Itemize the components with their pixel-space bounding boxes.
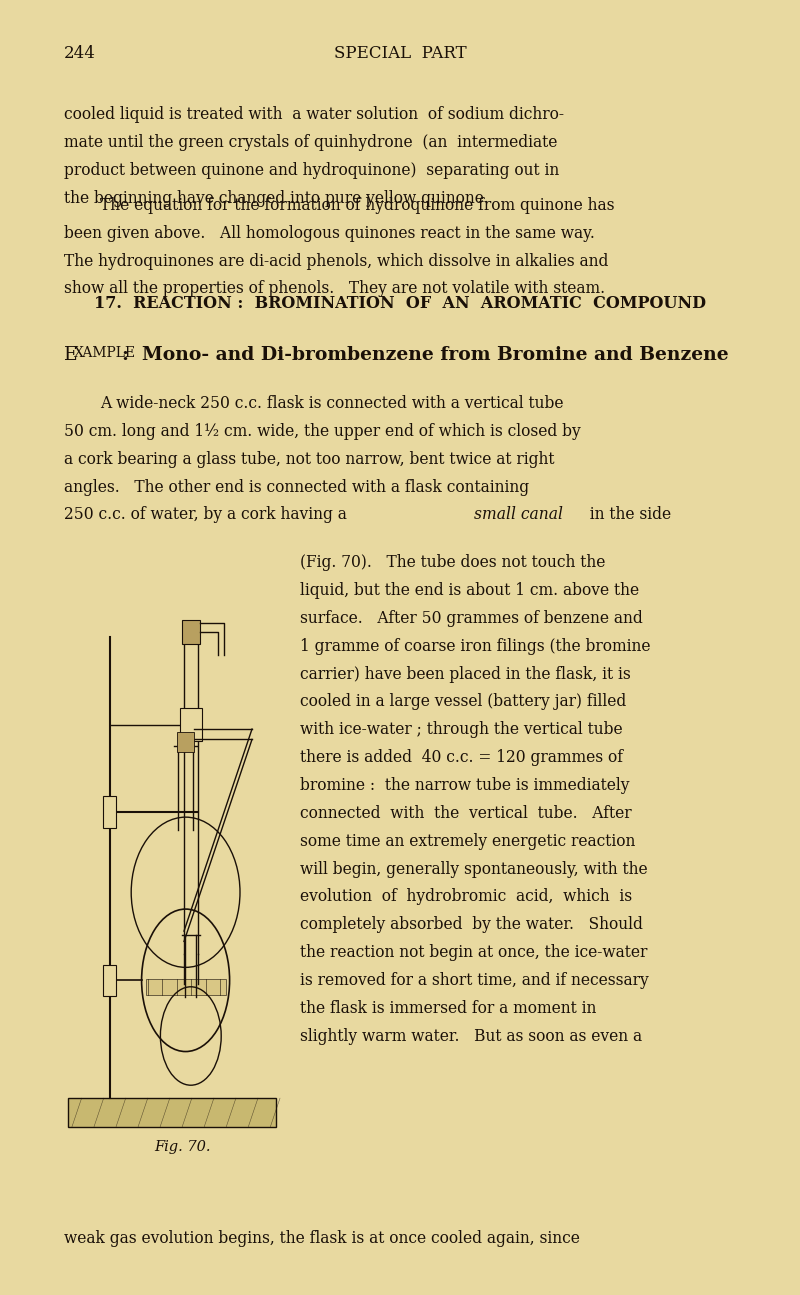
- Text: will begin, generally spontaneously, with the: will begin, generally spontaneously, wit…: [300, 861, 648, 878]
- Bar: [180, 708, 202, 741]
- Text: cooled in a large vessel (battery jar) filled: cooled in a large vessel (battery jar) f…: [300, 694, 626, 711]
- Text: weak gas evolution begins, the flask is at once cooled again, since: weak gas evolution begins, the flask is …: [64, 1230, 580, 1247]
- Text: cooled liquid is treated with  a water solution  of sodium dichro-: cooled liquid is treated with a water so…: [64, 106, 564, 123]
- Text: been given above.   All homologous quinones react in the same way.: been given above. All homologous quinone…: [64, 224, 595, 242]
- Text: connected  with  the  vertical  tube.   After: connected with the vertical tube. After: [300, 805, 632, 822]
- Text: show all the properties of phenols.   They are not volatile with steam.: show all the properties of phenols. They…: [64, 280, 605, 298]
- Text: surface.   After 50 grammes of benzene and: surface. After 50 grammes of benzene and: [300, 610, 642, 627]
- Text: 50 cm. long and 1½ cm. wide, the upper end of which is closed by: 50 cm. long and 1½ cm. wide, the upper e…: [64, 422, 581, 440]
- Text: evolution  of  hydrobromic  acid,  which  is: evolution of hydrobromic acid, which is: [300, 888, 632, 905]
- Text: (Fig. 70).   The tube does not touch the: (Fig. 70). The tube does not touch the: [300, 554, 606, 571]
- Text: 250 c.c. of water, by a cork having a: 250 c.c. of water, by a cork having a: [64, 506, 362, 523]
- Text: some time an extremely energetic reaction: some time an extremely energetic reactio…: [300, 833, 635, 850]
- Text: in the side: in the side: [580, 506, 671, 523]
- Text: SPECIAL  PART: SPECIAL PART: [334, 45, 466, 62]
- Bar: [182, 620, 200, 644]
- Text: with ice-water ; through the vertical tube: with ice-water ; through the vertical tu…: [300, 721, 622, 738]
- Text: there is added  40 c.c. = 120 grammes of: there is added 40 c.c. = 120 grammes of: [300, 749, 623, 767]
- Text: angles.   The other end is connected with a flask containing: angles. The other end is connected with …: [64, 478, 529, 496]
- Text: product between quinone and hydroquinone)  separating out in: product between quinone and hydroquinone…: [64, 162, 559, 179]
- Bar: [68, 1098, 276, 1127]
- Text: 17.  REACTION :  BROMINATION  OF  AN  AROMATIC  COMPOUND: 17. REACTION : BROMINATION OF AN AROMATI…: [94, 295, 706, 312]
- Bar: [177, 732, 194, 752]
- Text: the flask is immersed for a moment in: the flask is immersed for a moment in: [300, 1000, 596, 1017]
- Text: The equation for the formation of hydroquinone from quinone has: The equation for the formation of hydroq…: [100, 197, 614, 214]
- Text: slightly warm water.   But as soon as even a: slightly warm water. But as soon as even…: [300, 1028, 642, 1045]
- Text: bromine :  the narrow tube is immediately: bromine : the narrow tube is immediately: [300, 777, 630, 794]
- Text: the beginning have changed into pure yellow quinone.: the beginning have changed into pure yel…: [64, 189, 489, 207]
- Text: A wide-neck 250 c.c. flask is connected with a vertical tube: A wide-neck 250 c.c. flask is connected …: [100, 395, 563, 412]
- Text: a cork bearing a glass tube, not too narrow, bent twice at right: a cork bearing a glass tube, not too nar…: [64, 451, 554, 467]
- Text: mate until the green crystals of quinhydrone  (an  intermediate: mate until the green crystals of quinhyd…: [64, 133, 558, 152]
- Text: :  Mono- and Di-brombenzene from Bromine and Benzene: : Mono- and Di-brombenzene from Bromine …: [122, 346, 728, 364]
- Text: E: E: [64, 346, 78, 364]
- Text: XAMPLE: XAMPLE: [74, 346, 137, 360]
- Text: Fig. 70.: Fig. 70.: [154, 1140, 210, 1154]
- Text: liquid, but the end is about 1 cm. above the: liquid, but the end is about 1 cm. above…: [300, 583, 639, 600]
- Text: The hydroquinones are di-acid phenols, which dissolve in alkalies and: The hydroquinones are di-acid phenols, w…: [64, 253, 608, 269]
- Bar: [103, 796, 116, 828]
- Text: 1 gramme of coarse iron filings (the bromine: 1 gramme of coarse iron filings (the bro…: [300, 637, 650, 655]
- Text: carrier) have been placed in the flask, it is: carrier) have been placed in the flask, …: [300, 666, 630, 682]
- Text: the reaction not begin at once, the ice-water: the reaction not begin at once, the ice-…: [300, 944, 647, 961]
- Text: is removed for a short time, and if necessary: is removed for a short time, and if nece…: [300, 973, 649, 989]
- Text: small canal: small canal: [474, 506, 563, 523]
- Bar: [103, 965, 116, 996]
- Text: completely absorbed  by the water.   Should: completely absorbed by the water. Should: [300, 917, 643, 934]
- Text: 244: 244: [64, 45, 96, 62]
- Bar: [146, 979, 226, 995]
